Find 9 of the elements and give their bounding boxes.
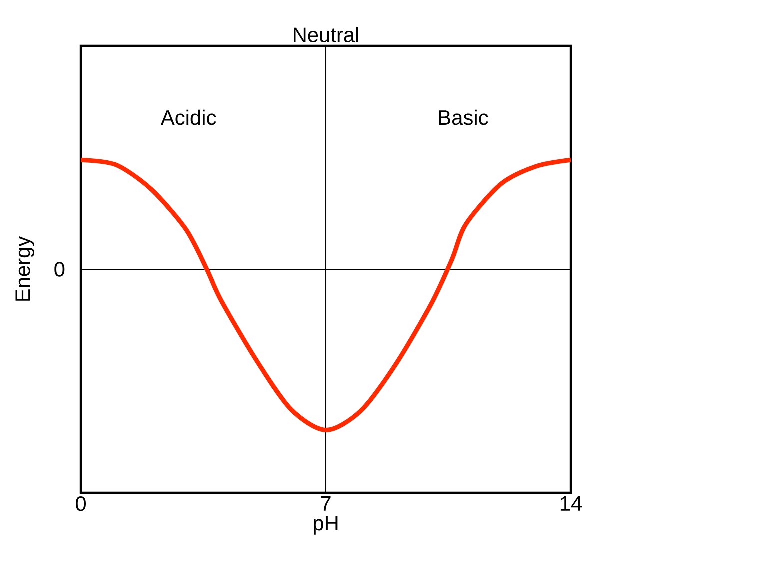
ref-line-label: 0 — [54, 262, 65, 277]
text: Basic — [439, 110, 488, 126]
x-tick-label: 7 — [321, 496, 331, 511]
text: Acidic — [160, 110, 216, 126]
y-axis-title: Energy — [16, 236, 34, 301]
x-tick-label: 14 — [560, 496, 582, 511]
x-axis-title: pH — [314, 516, 338, 535]
x-tick-label: 0 — [76, 496, 86, 512]
ref-line-label: Neutral — [294, 27, 358, 42]
